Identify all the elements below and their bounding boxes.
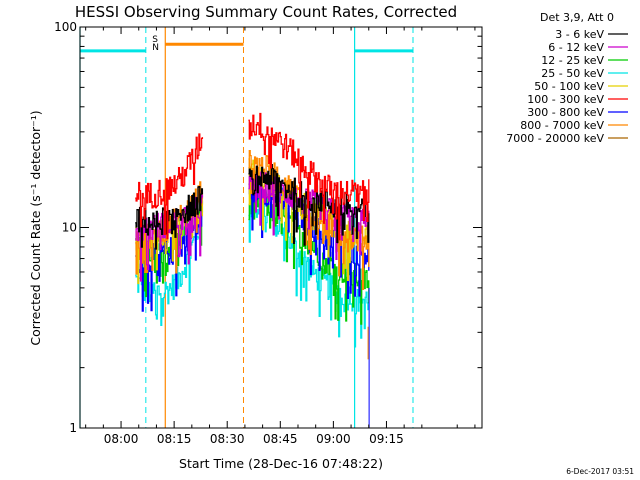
x-tick-label-4: 09:00 <box>316 432 351 446</box>
legend-label-3: 25 - 50 keV <box>541 67 604 80</box>
series-trace-0-0 <box>135 185 204 250</box>
plot-area: SN <box>79 27 414 428</box>
series-trace-7-1 <box>248 149 370 290</box>
legend-label-4: 50 - 100 keV <box>534 80 604 93</box>
legend-label-6: 300 - 800 keV <box>527 106 604 119</box>
flag-n-label: N <box>152 43 159 53</box>
flag-s-label: S <box>152 35 158 45</box>
series-trace-1-0 <box>135 194 204 282</box>
x-tick-label-3: 08:45 <box>263 432 298 446</box>
legend-header: Det 3,9, Att 0 <box>540 11 614 24</box>
y-axis-label: Corrected Count Rate (s⁻¹ detector⁻¹) <box>28 110 43 345</box>
footer-date: 6-Dec-2017 03:51 <box>566 467 634 476</box>
series-100-300-keV <box>135 112 370 241</box>
legend-label-0: 3 - 6 keV <box>555 28 604 41</box>
x-tick-label-1: 08:15 <box>157 432 192 446</box>
y-tick-label-0: 1 <box>69 421 77 435</box>
x-tick-label-5: 09:15 <box>369 432 404 446</box>
legend-label-8: 7000 - 20000 keV <box>506 132 604 145</box>
legend-label-7: 800 - 7000 keV <box>520 119 604 132</box>
chart-title: HESSI Observing Summary Count Rates, Cor… <box>75 3 457 21</box>
x-axis-label: Start Time (28-Dec-16 07:48:22) <box>179 456 383 471</box>
y-tick-label-2: 100 <box>54 20 77 34</box>
y-tick-label-1: 10 <box>62 221 77 235</box>
legend-label-2: 12 - 25 keV <box>541 54 604 67</box>
x-tick-label-2: 08:30 <box>210 432 245 446</box>
series-trace-5-0 <box>135 133 204 240</box>
x-axis-ticks: 08:00 08:15 08:30 08:45 09:00 09:15 <box>85 27 476 446</box>
x-tick-label-0: 08:00 <box>104 432 139 446</box>
y-axis-ticks: 1 10 100 <box>54 20 482 435</box>
legend-label-1: 6 - 12 keV <box>548 41 604 54</box>
legend-label-5: 100 - 300 keV <box>527 93 604 106</box>
series-trace-5-1 <box>248 112 370 241</box>
